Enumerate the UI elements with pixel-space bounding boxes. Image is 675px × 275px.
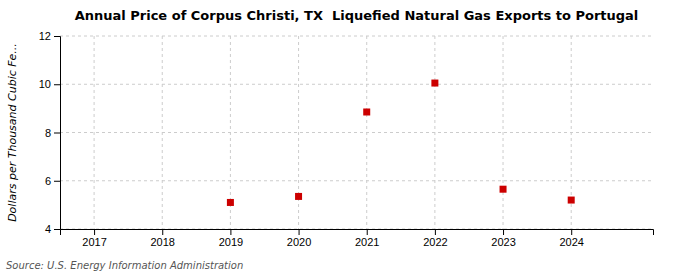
grid-line-y: [60, 180, 653, 181]
grid-line-x: [503, 36, 504, 229]
x-tick-label: 2017: [82, 236, 106, 248]
x-tick-label: 2024: [559, 236, 583, 248]
point: [227, 199, 234, 206]
point: [568, 197, 575, 204]
y-tick-mark: [54, 84, 60, 85]
x-tick-mark: [367, 229, 368, 235]
point: [363, 108, 370, 115]
x-tick: 2018: [150, 229, 174, 248]
x-tick-mark: [571, 229, 572, 235]
title: Annual Price of Corpus Christi, TX Lique…: [75, 8, 639, 23]
y-tick: 4: [45, 223, 60, 235]
x-tick-label: 2018: [150, 236, 174, 248]
grid-line-y: [60, 36, 653, 37]
chart: 2017 2018 2019 2020 2021 2022 2023 2024 4 6 8 10 12 A…: [0, 0, 675, 275]
x-tick: 2020: [287, 229, 311, 248]
grid-line-x: [94, 36, 95, 229]
x-tick: 2017: [82, 229, 106, 248]
plot: 2017 2018 2019 2020 2021 2022 2023 2024 4 6 8 10 12: [39, 30, 654, 248]
grid-line-x: [162, 36, 163, 229]
y-tick-label: 12: [39, 30, 51, 42]
y-tick-label: 10: [39, 78, 51, 90]
x-tick-mark: [162, 229, 163, 235]
x-tick: 2022: [423, 229, 447, 248]
y-tick: 8: [45, 127, 60, 139]
y-tick: 12: [39, 30, 60, 42]
x-tick-mark: [299, 229, 300, 235]
y-tick-mark: [54, 229, 60, 230]
x-tick: 2023: [491, 229, 515, 248]
grid-line-x: [434, 36, 435, 229]
annotation: Source: U.S. Energy Information Administ…: [6, 260, 243, 271]
x-tick-mark: [435, 229, 436, 235]
x-axis-line: [61, 230, 654, 236]
x-tick: 2024: [559, 229, 583, 248]
grid-line-x: [366, 36, 367, 229]
y-tick-mark: [54, 133, 60, 134]
y-tick-mark: [54, 181, 60, 182]
x-tick: 2019: [219, 229, 243, 248]
x-tick-label: 2022: [423, 236, 447, 248]
grid: [60, 36, 653, 229]
grid-line-y: [60, 132, 653, 133]
y-label: Dollars per Thousand Cubic Fe...: [6, 43, 19, 222]
x-axis: 2017 2018 2019 2020 2021 2022 2023 2024: [61, 229, 654, 248]
x-tick-mark: [94, 229, 95, 235]
x-tick-label: 2023: [491, 236, 515, 248]
x-tick-mark: [230, 229, 231, 235]
point: [431, 80, 438, 87]
x-tick-label: 2019: [219, 236, 243, 248]
point: [500, 186, 507, 193]
y-tick: 10: [39, 78, 60, 90]
y-axis: 4 6 8 10 12: [39, 30, 61, 235]
grid-line-y: [60, 84, 653, 85]
x-tick: 2021: [355, 229, 379, 248]
x-tick-label: 2021: [355, 236, 379, 248]
point: [295, 193, 302, 200]
grid-line-x: [298, 36, 299, 229]
y-tick-label: 4: [45, 223, 51, 235]
y-axis-line: [54, 37, 61, 230]
y-tick: 6: [45, 175, 60, 187]
y-tick-mark: [54, 36, 60, 37]
points: [227, 80, 575, 206]
y-tick-label: 6: [45, 175, 51, 187]
x-tick-label: 2020: [287, 236, 311, 248]
y-tick-label: 8: [45, 127, 51, 139]
x-tick-mark: [503, 229, 504, 235]
